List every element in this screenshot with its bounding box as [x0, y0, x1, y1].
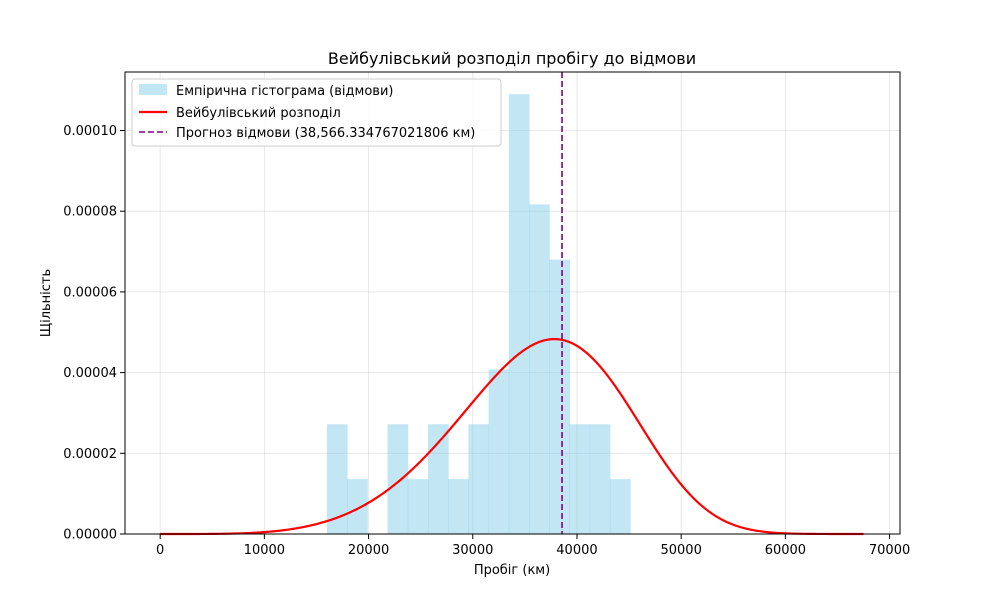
- histogram-bar: [549, 259, 570, 534]
- legend-swatch-histogram: [139, 84, 167, 95]
- legend: Емпірична гістограма (відмови) Вейбулівс…: [131, 78, 502, 147]
- x-tick-label: 60000: [765, 543, 806, 558]
- weibull-curve-line: [160, 337, 864, 536]
- y-tick-label: 0.00010: [63, 124, 117, 139]
- legend-label-weibull: Вейбулівський розподіл: [176, 106, 341, 121]
- x-tick-label: 20000: [348, 543, 389, 558]
- histogram-bar: [609, 479, 631, 534]
- chart-title: Вейбулівський розподіл пробігу до відмов…: [328, 49, 696, 68]
- x-axis-label: Пробіг (км): [474, 563, 550, 578]
- y-tick-label: 0.00000: [63, 528, 117, 543]
- y-tick-label: 0.00008: [63, 205, 117, 220]
- legend-label-histogram: Емпірична гістограма (відмови): [176, 84, 393, 99]
- x-tick-label: 0: [156, 543, 164, 558]
- histogram-bar: [387, 424, 409, 534]
- legend-box: [131, 78, 502, 147]
- y-axis-label: Щільність: [39, 269, 54, 337]
- histogram-bar: [488, 369, 510, 534]
- y-tick-label: 0.00004: [63, 366, 117, 381]
- histogram-bar: [529, 204, 550, 534]
- histogram-bar: [326, 424, 348, 534]
- legend-label-forecast: Прогноз відмови (38,566.334767021806 км): [176, 126, 475, 141]
- x-tick-label: 70000: [869, 543, 910, 558]
- histogram-bar: [569, 424, 591, 534]
- y-axis-ticks: 0.00000 0.00002 0.00004 0.00006 0.00008 0.000…: [63, 124, 125, 543]
- x-tick-label: 50000: [660, 543, 701, 558]
- y-tick-label: 0.00006: [63, 285, 117, 300]
- plot-frame: [124, 71, 901, 535]
- histogram-bar: [508, 94, 530, 534]
- histogram-bar: [468, 424, 490, 534]
- x-tick-label: 40000: [556, 543, 597, 558]
- histogram-bar: [448, 479, 469, 534]
- y-tick-label: 0.00002: [63, 447, 117, 462]
- histogram-bar: [589, 424, 611, 534]
- x-axis-ticks: 0 10000 20000 30000 40000 50000 60000 70000: [156, 534, 910, 558]
- histogram-bar: [347, 479, 368, 534]
- x-tick-label: 30000: [452, 543, 493, 558]
- histogram-bar: [427, 424, 449, 534]
- histogram-bars: [326, 94, 631, 534]
- histogram-bar: [407, 479, 429, 534]
- x-tick-label: 10000: [244, 543, 285, 558]
